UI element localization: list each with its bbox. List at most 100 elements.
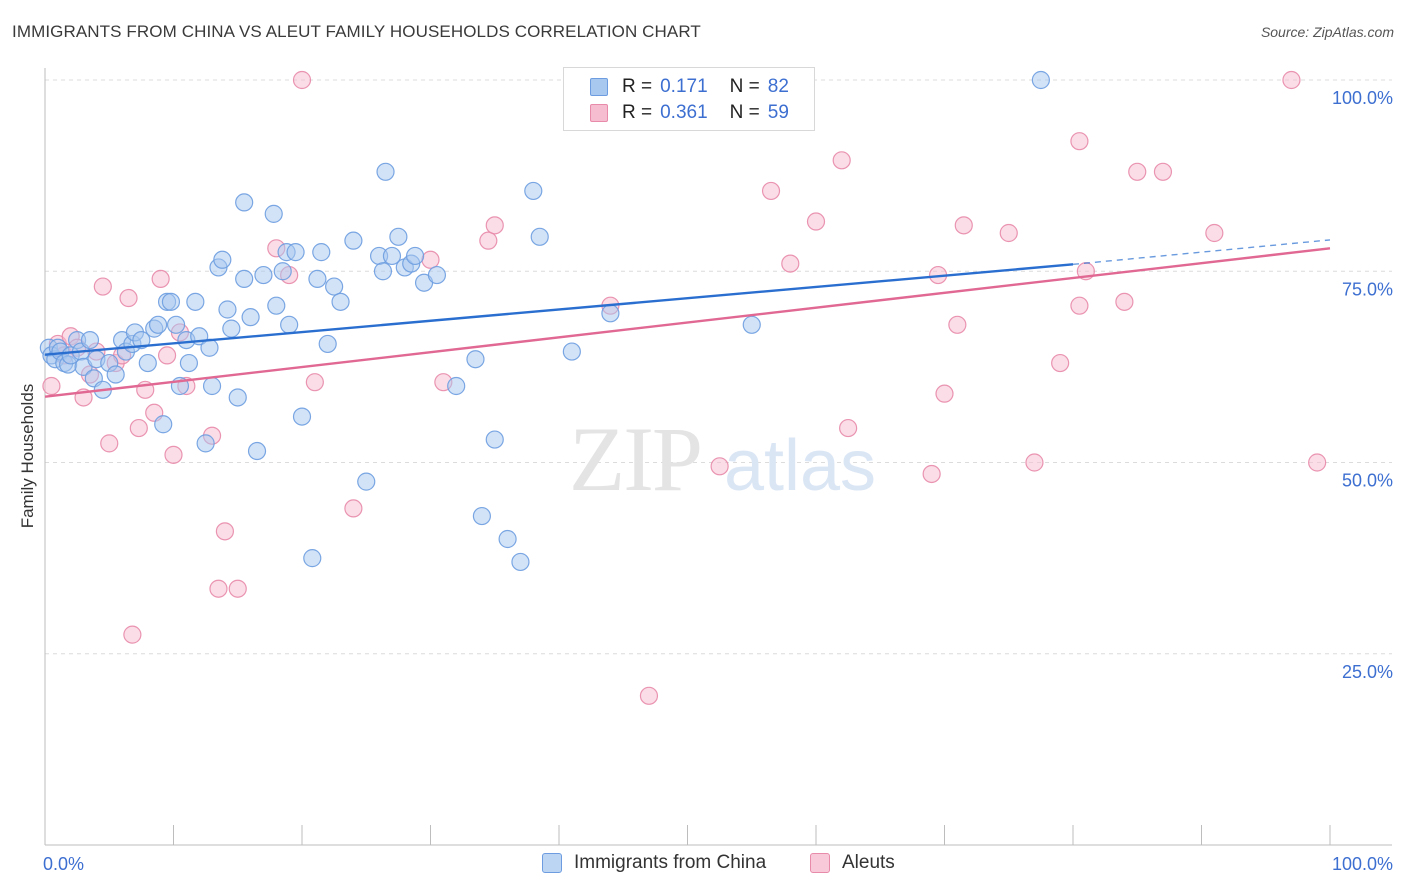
- legend-label-china: Immigrants from China: [574, 852, 767, 873]
- aleuts-point: [421, 250, 440, 269]
- aleuts-point: [164, 445, 183, 464]
- tick-labels: 25.0% 50.0% 75.0% 100.0% 0.0% 100.0%: [43, 88, 1393, 874]
- aleuts-point: [292, 70, 312, 90]
- legend-r-label: R =: [622, 102, 653, 123]
- aleuts-point: [305, 373, 324, 392]
- china-point: [524, 181, 543, 201]
- aleuts-point: [344, 499, 363, 518]
- legend-r-value: 0.361: [660, 102, 708, 123]
- y-tick-label: 25.0%: [1342, 662, 1393, 682]
- china-point: [247, 441, 267, 461]
- china-point: [213, 250, 232, 269]
- legend-r-value: 0.171: [660, 76, 708, 97]
- china-point: [466, 350, 485, 369]
- x-tick-label: 0.0%: [43, 854, 84, 874]
- legend-swatch-china: [542, 853, 562, 873]
- china-point: [196, 434, 215, 453]
- legend-row-china: R = 0.171 N = 82: [590, 75, 789, 99]
- aleuts-point: [922, 464, 941, 484]
- aleuts-point: [1153, 162, 1173, 181]
- aleuts-point: [1051, 353, 1070, 373]
- china-point: [267, 296, 286, 315]
- y-tick-label: 100.0%: [1332, 88, 1393, 108]
- aleuts-point: [123, 625, 142, 644]
- china-point: [373, 262, 393, 281]
- watermark-atlas: atlas: [724, 426, 876, 506]
- china-point: [405, 246, 425, 266]
- legend-swatch-aleuts: [590, 104, 608, 122]
- aleuts-point: [761, 181, 781, 201]
- china-point: [186, 292, 205, 311]
- china-point: [106, 365, 125, 384]
- legend-swatch-china: [590, 78, 608, 96]
- aleuts-point: [485, 216, 504, 235]
- legend-n-value: 59: [767, 102, 789, 123]
- aleuts-point: [1070, 132, 1089, 151]
- china-point: [601, 304, 620, 323]
- china-point: [202, 376, 222, 396]
- aleuts-point: [781, 254, 800, 273]
- china-point: [331, 292, 350, 311]
- aleuts-point: [209, 579, 228, 598]
- aleuts-point: [1070, 296, 1089, 315]
- legend-swatch-aleuts: [810, 853, 830, 873]
- china-point: [218, 300, 237, 319]
- aleuts-point: [93, 277, 112, 296]
- china-point: [235, 193, 254, 212]
- aleuts-point: [710, 457, 729, 476]
- axes: [44, 68, 1392, 846]
- aleuts-point: [1115, 292, 1134, 311]
- china-point: [273, 262, 292, 281]
- china-point: [325, 277, 344, 296]
- aleuts-point: [479, 231, 498, 250]
- aleuts-point: [129, 418, 148, 438]
- aleuts-point: [42, 376, 61, 396]
- chart-title: IMMIGRANTS FROM CHINA VS ALEUT FAMILY HO…: [12, 22, 701, 41]
- aleuts-point: [839, 418, 858, 438]
- china-point: [318, 334, 337, 354]
- aleuts-point: [935, 384, 954, 403]
- china-point: [166, 315, 186, 334]
- aleuts-point: [1308, 453, 1327, 472]
- trend-line-aleuts: [44, 247, 1331, 398]
- china-point: [154, 415, 173, 434]
- aleuts-point: [157, 346, 177, 365]
- legend-item-aleuts[interactable]: Aleuts: [810, 852, 895, 874]
- legend-n-label: N =: [729, 102, 760, 123]
- china-point: [254, 265, 273, 285]
- china-point: [303, 549, 322, 568]
- china-point: [498, 529, 517, 549]
- aleuts-point: [832, 151, 851, 170]
- china-point: [1031, 70, 1050, 90]
- china-point: [228, 388, 247, 407]
- aleuts-point: [1025, 453, 1044, 472]
- trend-line-china: [44, 263, 1074, 356]
- series-aleuts-points: [42, 70, 1327, 705]
- aleuts-point: [639, 686, 659, 705]
- china-point: [132, 331, 151, 350]
- aleuts-point: [948, 315, 967, 334]
- aleuts-point: [151, 269, 170, 288]
- china-point: [562, 342, 581, 361]
- legend-r-label: R =: [622, 76, 653, 97]
- legend-item-china[interactable]: Immigrants from China: [542, 852, 766, 874]
- aleuts-point: [100, 434, 119, 453]
- china-point: [235, 269, 254, 288]
- aleuts-point: [228, 579, 247, 598]
- stats-legend: R = 0.171 N = 82 R = 0.361 N = 59: [563, 67, 815, 131]
- aleuts-point: [1205, 223, 1224, 243]
- series-china-points: [39, 70, 1050, 572]
- legend-label-aleuts: Aleuts: [842, 852, 895, 873]
- aleuts-point: [119, 288, 138, 308]
- china-point: [344, 231, 363, 250]
- aleuts-point: [1282, 70, 1301, 90]
- source-label: Source: ZipAtlas.com: [1260, 24, 1394, 40]
- trend-lines: [44, 239, 1331, 398]
- watermark-zip: ZIP: [569, 408, 701, 510]
- x-tick-label: 100.0%: [1332, 854, 1393, 874]
- aleuts-point: [806, 212, 826, 231]
- china-point: [80, 331, 100, 350]
- china-point: [286, 243, 305, 262]
- china-point: [264, 204, 283, 223]
